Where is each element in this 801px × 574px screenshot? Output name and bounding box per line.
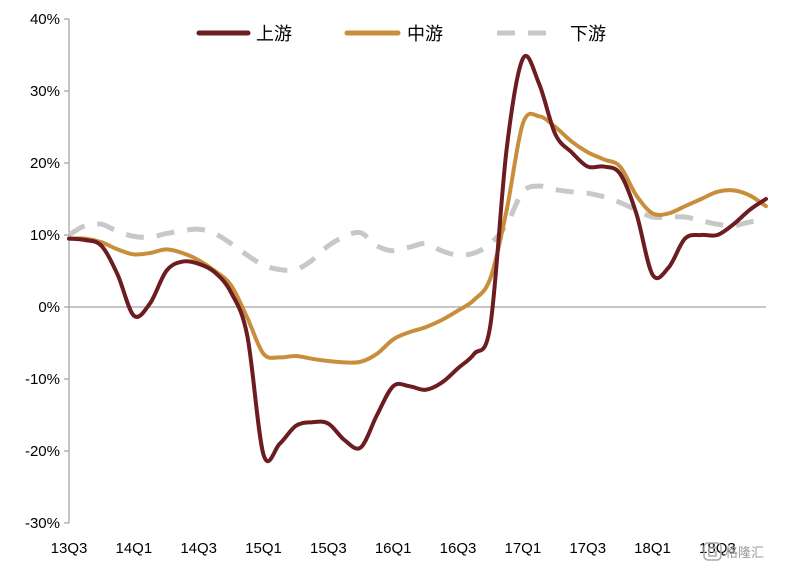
x-tick-label: 14Q3 xyxy=(180,540,217,557)
y-tick-label: 0% xyxy=(38,299,60,316)
legend-label: 上游 xyxy=(256,24,292,45)
axes: -30% -20% -10% 0% 10% 20% 30% 40% 13Q3 14Q1 14Q3 15… xyxy=(25,11,766,557)
y-tick-label: 30% xyxy=(30,83,60,100)
y-tick-label: -20% xyxy=(25,443,60,460)
y-tick-label: -10% xyxy=(25,371,60,388)
x-tick-label: 16Q3 xyxy=(440,540,477,557)
series-line-2 xyxy=(67,111,768,365)
x-tick-label: 14Q1 xyxy=(115,540,152,557)
watermark: 格隆汇 xyxy=(703,542,764,561)
x-tick-label: 17Q1 xyxy=(505,540,542,557)
series-layer xyxy=(67,54,768,464)
y-tick-label: -30% xyxy=(25,515,60,532)
x-tick-label: 13Q3 xyxy=(51,540,88,557)
series-line-1 xyxy=(67,54,768,464)
legend-item-3: 下游 xyxy=(497,24,606,45)
x-tick-label: 18Q1 xyxy=(634,540,671,557)
x-tick-label: 15Q3 xyxy=(310,540,347,557)
y-tick-label: 20% xyxy=(30,155,60,172)
watermark-text: 格隆汇 xyxy=(725,545,764,561)
x-tick-label: 15Q1 xyxy=(245,540,282,557)
y-tick-label: 10% xyxy=(30,227,60,244)
x-tick-label: 17Q3 xyxy=(569,540,606,557)
x-tick-label: 18Q3 xyxy=(699,540,736,557)
legend-label: 下游 xyxy=(570,24,606,45)
legend: 上游 中游 下游 xyxy=(196,24,606,45)
legend-label: 中游 xyxy=(407,24,443,45)
legend-item-1: 上游 xyxy=(196,24,292,45)
legend-item-2: 中游 xyxy=(344,24,443,45)
series-line-3 xyxy=(67,183,767,273)
watermark-logo-icon xyxy=(703,542,722,561)
x-tick-label: 16Q1 xyxy=(375,540,412,557)
y-tick-label: 40% xyxy=(30,11,60,28)
